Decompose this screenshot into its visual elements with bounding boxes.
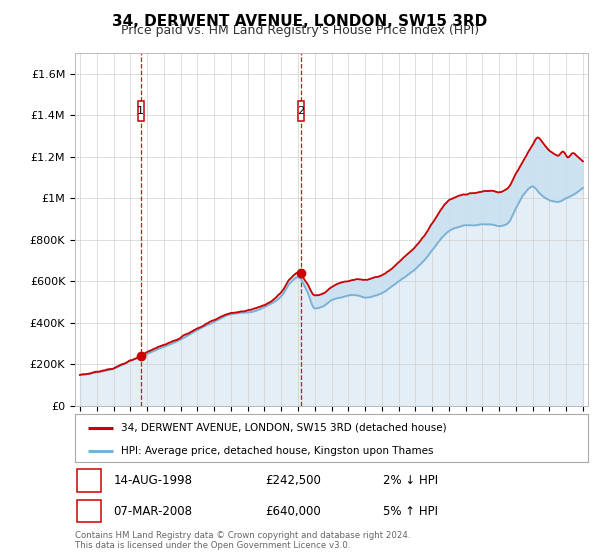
Bar [77, 469, 101, 492]
Text: 2% ↓ HPI: 2% ↓ HPI [383, 474, 438, 487]
Text: 2: 2 [85, 505, 92, 517]
Text: 34, DERWENT AVENUE, LONDON, SW15 3RD (detached house): 34, DERWENT AVENUE, LONDON, SW15 3RD (de… [121, 423, 447, 433]
Text: 34, DERWENT AVENUE, LONDON, SW15 3RD: 34, DERWENT AVENUE, LONDON, SW15 3RD [112, 14, 488, 29]
Text: 07-MAR-2008: 07-MAR-2008 [113, 505, 193, 517]
Text: HPI: Average price, detached house, Kingston upon Thames: HPI: Average price, detached house, King… [121, 446, 434, 456]
Text: Price paid vs. HM Land Registry's House Price Index (HPI): Price paid vs. HM Land Registry's House … [121, 24, 479, 37]
Text: 5% ↑ HPI: 5% ↑ HPI [383, 505, 438, 517]
Text: 1: 1 [137, 106, 144, 116]
Text: £242,500: £242,500 [265, 474, 320, 487]
Text: 14-AUG-1998: 14-AUG-1998 [113, 474, 193, 487]
Text: Contains HM Land Registry data © Crown copyright and database right 2024.
This d: Contains HM Land Registry data © Crown c… [75, 531, 410, 550]
Text: 2: 2 [298, 106, 305, 116]
Text: 1: 1 [85, 474, 92, 487]
Bar [138, 101, 143, 121]
Text: £640,000: £640,000 [265, 505, 320, 517]
Bar [298, 101, 304, 121]
Bar [77, 500, 101, 522]
